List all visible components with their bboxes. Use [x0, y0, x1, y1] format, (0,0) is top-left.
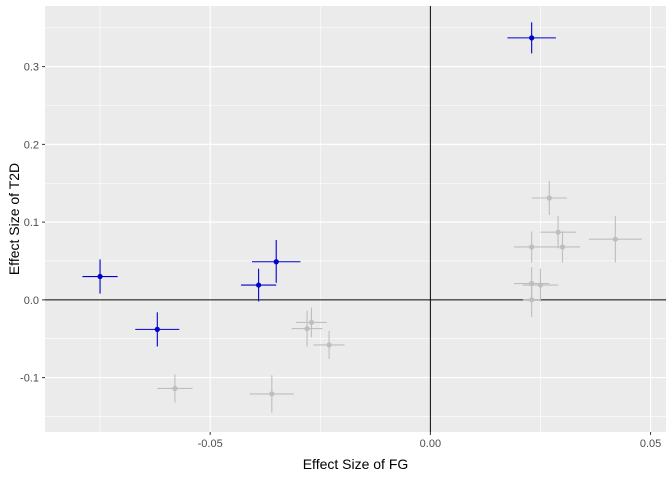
data-point: [252, 239, 301, 283]
data-point: [82, 259, 118, 294]
point-marker: [154, 326, 160, 332]
data-point: [313, 330, 345, 359]
data-point: [507, 22, 556, 54]
series-other: [157, 180, 642, 413]
y-tick-label: 0.0: [24, 295, 39, 307]
data-point: [291, 310, 323, 347]
point-marker: [172, 385, 178, 392]
data-point: [531, 180, 567, 216]
data-point: [249, 375, 294, 413]
point-marker: [529, 35, 535, 41]
point-marker: [529, 297, 535, 303]
data-point: [522, 268, 559, 302]
data-point: [296, 307, 327, 338]
data-point: [157, 374, 193, 403]
data-point: [240, 268, 277, 302]
plot-panel: [45, 6, 666, 432]
point-marker: [537, 282, 544, 288]
point-marker: [269, 391, 275, 397]
point-marker: [97, 273, 103, 280]
x-axis-ticks: -0.05 0.00 0.05: [198, 432, 661, 450]
y-axis-title: Effect Size of T2D: [6, 163, 22, 275]
x-tick-label: -0.05: [198, 438, 223, 450]
point-marker: [273, 259, 279, 265]
y-tick-label: -0.1: [20, 373, 39, 385]
data-point: [588, 215, 642, 263]
point-marker: [326, 342, 332, 348]
point-marker: [559, 244, 566, 250]
y-tick-label: 0.1: [24, 217, 39, 229]
data-point: [522, 282, 541, 317]
data-point: [135, 312, 180, 347]
reference-lines: [45, 6, 666, 432]
point-marker: [304, 326, 310, 332]
point-marker: [546, 195, 552, 201]
x-tick-label: 0.05: [640, 438, 661, 450]
y-tick-label: 0.3: [24, 62, 39, 74]
data-point: [544, 231, 581, 263]
data-point: [540, 215, 576, 249]
data-point: [514, 231, 550, 263]
point-marker: [529, 244, 535, 250]
point-marker: [256, 282, 262, 288]
point-marker: [555, 229, 561, 235]
point-marker: [308, 319, 315, 325]
y-axis-ticks: -0.1 0.0 0.1 0.2 0.3: [20, 62, 45, 385]
x-tick-label: 0.00: [420, 438, 441, 450]
x-axis-title: Effect Size of FG: [303, 456, 409, 472]
point-marker: [612, 236, 618, 242]
y-tick-label: 0.2: [24, 139, 39, 151]
series-highlighted: [82, 22, 556, 347]
